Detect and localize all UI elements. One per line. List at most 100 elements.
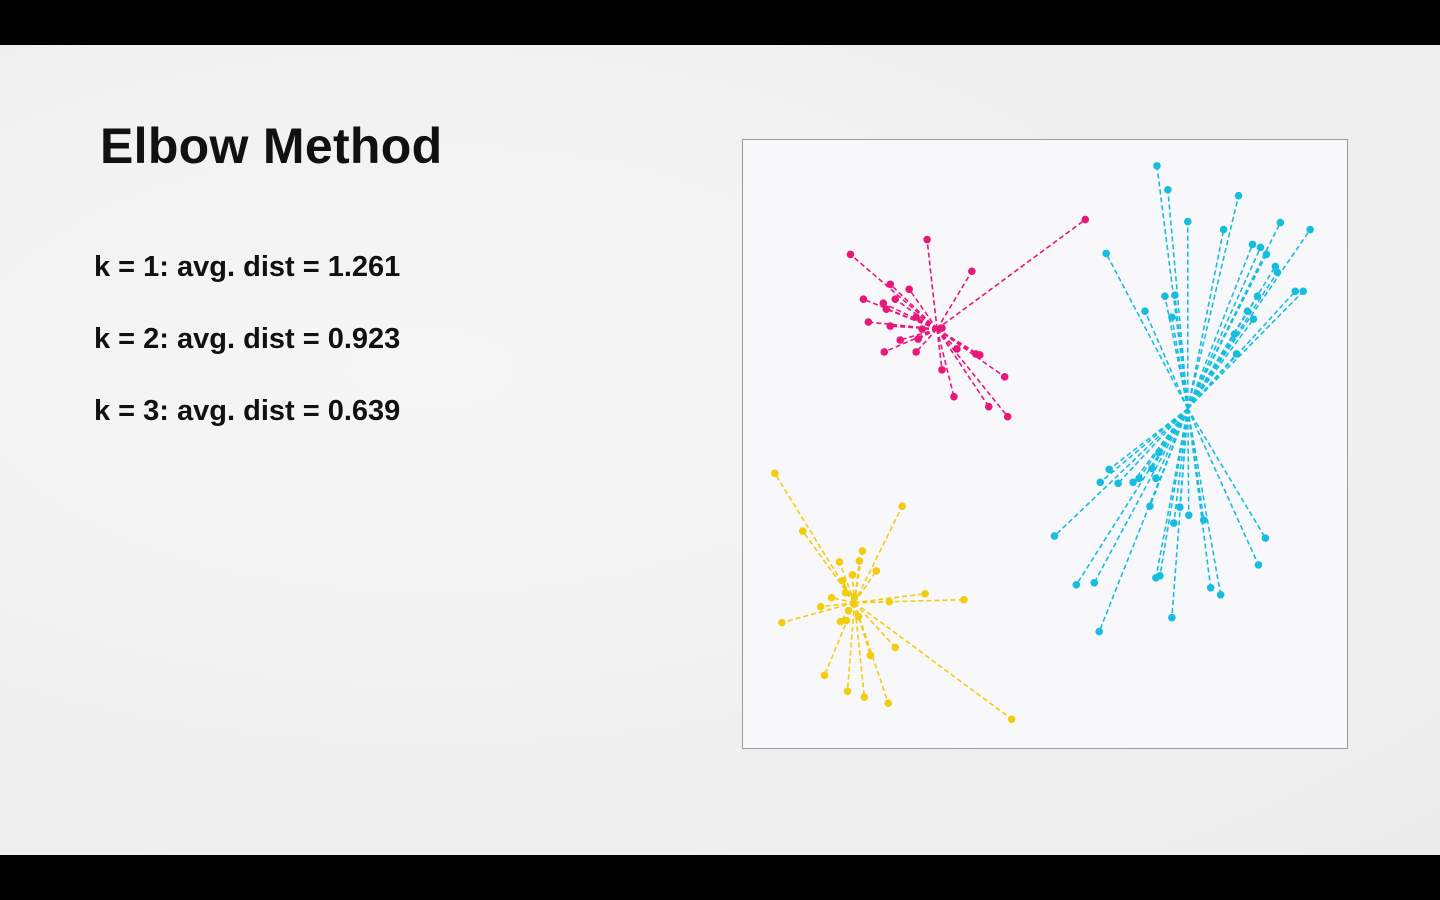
distance-line-cyan bbox=[1117, 408, 1189, 484]
data-point-magenta bbox=[923, 235, 931, 244]
letterbox-top bbox=[0, 0, 1440, 45]
data-point-cyan bbox=[1273, 268, 1282, 277]
data-point-magenta bbox=[912, 313, 920, 321]
distance-line-yellow bbox=[853, 570, 877, 604]
data-point-cyan bbox=[1072, 581, 1081, 589]
data-point-magenta bbox=[882, 305, 891, 313]
distance-line-cyan bbox=[1187, 290, 1304, 410]
data-point-yellow bbox=[855, 557, 864, 565]
data-point-cyan bbox=[1105, 465, 1113, 474]
cluster-yellow bbox=[771, 469, 1016, 723]
data-point-cyan bbox=[1291, 287, 1300, 296]
distance-line-yellow bbox=[846, 602, 856, 692]
data-point-yellow bbox=[921, 589, 929, 598]
data-point-magenta bbox=[912, 348, 920, 356]
distance-line-cyan bbox=[1099, 408, 1189, 483]
data-point-cyan bbox=[1156, 572, 1164, 580]
data-point-yellow bbox=[820, 671, 829, 680]
data-point-cyan bbox=[1234, 191, 1243, 200]
data-point-cyan bbox=[1146, 502, 1154, 510]
distance-line-magenta bbox=[936, 328, 1006, 378]
data-point-yellow bbox=[843, 687, 852, 696]
distance-line-cyan bbox=[1053, 408, 1189, 537]
distance-line-cyan bbox=[1186, 408, 1190, 516]
data-point-cyan bbox=[1184, 511, 1193, 519]
data-point-magenta bbox=[905, 285, 913, 294]
data-point-cyan bbox=[1095, 627, 1104, 636]
data-point-cyan bbox=[1253, 292, 1262, 301]
distance-line-magenta bbox=[936, 328, 1009, 418]
distance-line-cyan bbox=[1187, 229, 1225, 409]
distance-line-magenta bbox=[915, 316, 938, 330]
data-point-cyan bbox=[1129, 478, 1137, 487]
data-point-yellow bbox=[827, 593, 836, 602]
distance-line-magenta bbox=[849, 253, 938, 330]
data-point-cyan bbox=[1232, 350, 1241, 358]
stat-k2: k = 2: avg. dist = 0.923 bbox=[94, 323, 401, 355]
distance-line-cyan bbox=[1144, 310, 1189, 409]
data-point-cyan bbox=[1164, 185, 1172, 194]
data-point-yellow bbox=[884, 699, 893, 708]
data-point-magenta bbox=[984, 402, 993, 411]
distance-line-yellow bbox=[781, 601, 855, 624]
data-point-magenta bbox=[914, 335, 922, 343]
slide-title: Elbow Method bbox=[100, 118, 443, 174]
distance-line-cyan bbox=[1138, 408, 1189, 479]
distance-line-cyan bbox=[1187, 247, 1262, 410]
distance-line-cyan bbox=[1132, 408, 1189, 483]
data-point-yellow bbox=[885, 597, 894, 606]
data-point-cyan bbox=[1153, 162, 1161, 170]
distance-line-cyan bbox=[1167, 189, 1189, 409]
data-point-cyan bbox=[1168, 613, 1176, 622]
distance-line-magenta bbox=[889, 283, 938, 330]
distance-line-yellow bbox=[853, 602, 896, 649]
data-point-cyan bbox=[1176, 503, 1184, 511]
distance-line-cyan bbox=[1159, 408, 1189, 576]
data-point-cyan bbox=[1299, 287, 1308, 296]
distance-line-magenta bbox=[926, 239, 938, 330]
data-point-yellow bbox=[849, 599, 858, 608]
data-point-magenta bbox=[879, 299, 888, 307]
distance-line-magenta bbox=[890, 325, 938, 330]
data-point-magenta bbox=[938, 366, 946, 374]
distance-line-cyan bbox=[1171, 316, 1189, 409]
distance-line-cyan bbox=[1187, 290, 1296, 410]
data-point-cyan bbox=[1183, 217, 1192, 226]
distance-line-magenta bbox=[936, 328, 943, 370]
data-point-yellow bbox=[841, 588, 850, 597]
data-point-yellow bbox=[844, 606, 853, 615]
data-point-cyan bbox=[1306, 225, 1314, 234]
data-point-cyan bbox=[1261, 534, 1270, 542]
distance-line-magenta bbox=[908, 288, 938, 330]
data-point-cyan bbox=[1171, 291, 1179, 300]
data-point-magenta bbox=[891, 295, 900, 304]
distance-line-cyan bbox=[1186, 408, 1212, 588]
data-point-cyan bbox=[1152, 474, 1160, 483]
data-point-cyan bbox=[1216, 590, 1225, 599]
data-point-cyan bbox=[1168, 313, 1176, 321]
distance-line-magenta bbox=[915, 328, 938, 353]
distance-line-yellow bbox=[802, 530, 856, 604]
data-point-magenta bbox=[976, 351, 984, 359]
data-point-yellow bbox=[898, 502, 907, 510]
data-point-magenta bbox=[953, 345, 961, 353]
data-point-magenta bbox=[859, 295, 868, 304]
distance-line-yellow bbox=[854, 598, 964, 604]
data-point-cyan bbox=[1096, 478, 1105, 487]
data-point-yellow bbox=[836, 617, 845, 626]
data-point-magenta bbox=[886, 322, 895, 330]
data-point-yellow bbox=[816, 602, 825, 611]
distance-line-magenta bbox=[899, 328, 938, 341]
stat-k3: k = 3: avg. dist = 0.639 bbox=[94, 395, 401, 427]
distance-line-cyan bbox=[1075, 408, 1189, 586]
data-point-magenta bbox=[918, 325, 926, 333]
distance-line-yellow bbox=[853, 602, 1013, 720]
data-point-cyan bbox=[1271, 262, 1280, 271]
data-point-cyan bbox=[1256, 243, 1265, 252]
distance-line-cyan bbox=[1187, 254, 1268, 410]
data-point-yellow bbox=[771, 469, 779, 478]
distance-line-cyan bbox=[1187, 333, 1236, 410]
data-point-cyan bbox=[1249, 315, 1258, 323]
distance-line-yellow bbox=[853, 560, 861, 603]
distance-line-cyan bbox=[1174, 295, 1189, 409]
